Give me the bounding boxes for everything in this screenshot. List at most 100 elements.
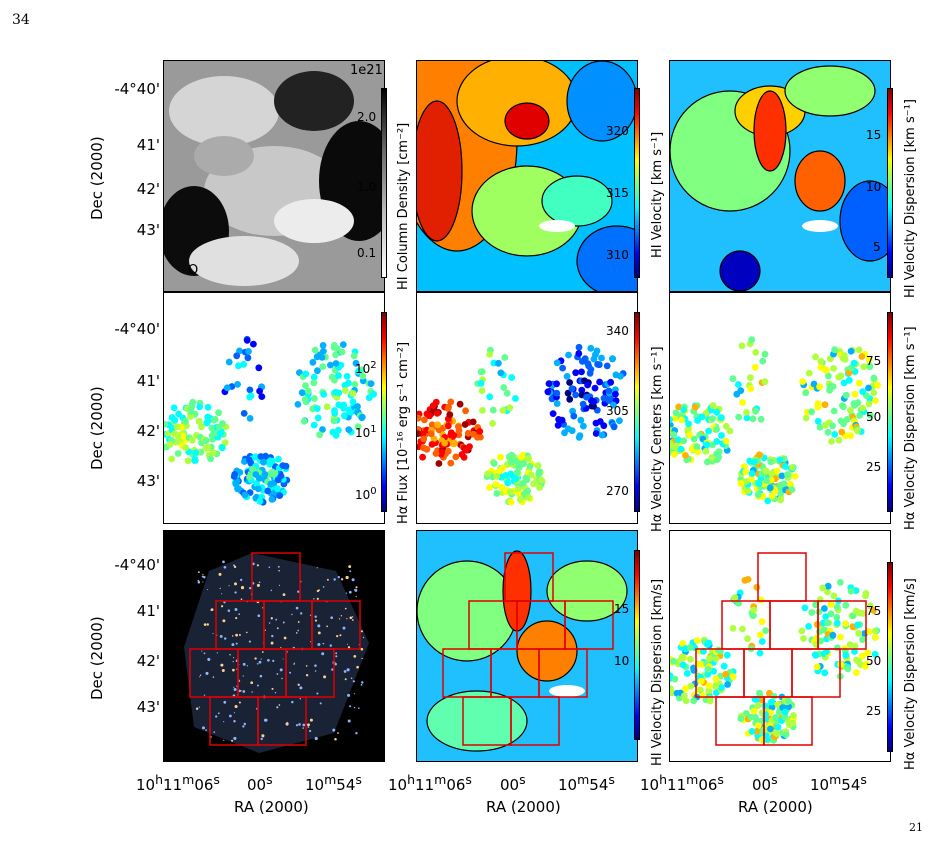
star-speckle [283,593,285,595]
hexbin-cell [610,401,617,409]
hexbin-cell [252,471,260,478]
hexbin-cell [670,657,677,665]
hexbin-cell [612,390,619,398]
halpha-flux-map [164,335,377,506]
hexbin-cell [788,486,796,493]
star-speckle [302,723,306,727]
hexbin-cell [450,431,458,439]
star-speckle [362,636,365,639]
star-speckle [323,675,327,679]
hexbin-cell [742,478,750,485]
hexbin-cell [478,387,486,394]
cbar-tick: 0.1 [357,246,377,260]
hexbin-cell [580,422,587,430]
hexbin-cell [508,374,516,381]
hexbin-cell [311,395,318,402]
colorbar-label: Hα Flux [10⁻¹⁶ erg s⁻¹ cm⁻²] [396,341,411,524]
star-speckle [212,676,215,678]
hexbin-cell [709,402,717,409]
hexbin-cell [735,413,743,421]
hexbin-cell [767,725,774,733]
hexbin-cell [680,692,688,700]
hexbin-cell [747,385,755,392]
star-speckle [313,598,315,600]
hexbin-cell [561,429,568,437]
star-speckle [349,616,353,620]
hexbin-cell [785,697,792,705]
star-speckle [358,707,360,709]
hexbin-cell [750,606,758,614]
star-speckle [233,565,237,569]
hexbin-cell [164,420,168,428]
hexbin-cell [768,492,776,500]
hexbin-cell [715,646,722,654]
hexbin-cell [575,343,583,351]
star-speckle [246,665,248,667]
star-speckle [334,662,337,666]
star-speckle [261,651,264,653]
hexbin-cell [755,451,763,459]
star-speckle [340,578,344,581]
hexbin-cell [302,382,309,389]
halpha-velocity-dispersion-map [670,336,881,505]
star-speckle [314,670,317,672]
star-speckle [199,676,201,678]
hexbin-cell [432,450,440,457]
hexbin-cell [314,414,322,422]
star-speckle [213,731,216,733]
hexbin-cell [339,341,347,348]
star-speckle [351,619,354,621]
hexbin-cell [822,613,830,620]
hexbin-cell [723,651,731,659]
hexbin-cell [850,359,858,367]
optical-image [164,531,384,761]
hexbin-cell [335,426,342,434]
star-speckle [305,665,308,667]
star-speckle [210,609,212,611]
hexbin-cell [570,412,578,420]
hexbin-cell [682,452,689,459]
hexbin-cell [855,346,863,354]
hexbin-cell [490,460,498,467]
star-speckle [202,726,205,730]
hexbin-cell [865,384,872,392]
hexbin-cell [367,380,375,387]
hexbin-cell [697,677,705,685]
hexbin-cell [434,421,441,429]
hexbin-cell [268,495,276,503]
hexbin-cell [842,651,850,659]
hexbin-cell [335,372,342,379]
hexbin-cell [497,453,504,461]
star-speckle [238,689,241,693]
hexbin-cell [800,635,807,642]
hexbin-cell [764,497,772,505]
star-speckle [297,621,300,623]
hexbin-cell [827,601,835,608]
star-speckle [215,715,218,718]
star-speckle [232,635,234,637]
star-speckle [220,605,224,608]
xtick: 10m54s [810,772,867,794]
hexbin-cell [310,421,318,429]
hexbin-cell [670,440,674,447]
hexbin-cell [578,368,585,376]
hexbin-cell [333,345,341,352]
hexbin-cell [433,410,441,417]
hexbin-cell [244,354,252,362]
hexbin-cell [477,368,485,376]
panel-hi-velocity [416,60,638,292]
star-speckle [353,693,355,695]
star-speckle [223,565,227,569]
hexbin-cell [755,722,762,729]
hexbin-cell [316,431,323,439]
hexbin-cell [687,655,694,663]
hexbin-cell [871,650,879,658]
cbar-tick: 25 [866,704,882,718]
field-box [538,648,588,698]
hexbin-cell [269,468,276,476]
hexbin-cell [691,403,699,411]
x-axis-label: RA (2000) [234,798,309,816]
hexbin-cell [549,410,557,417]
hexbin-cell [484,470,491,478]
hexbin-cell [752,713,759,721]
